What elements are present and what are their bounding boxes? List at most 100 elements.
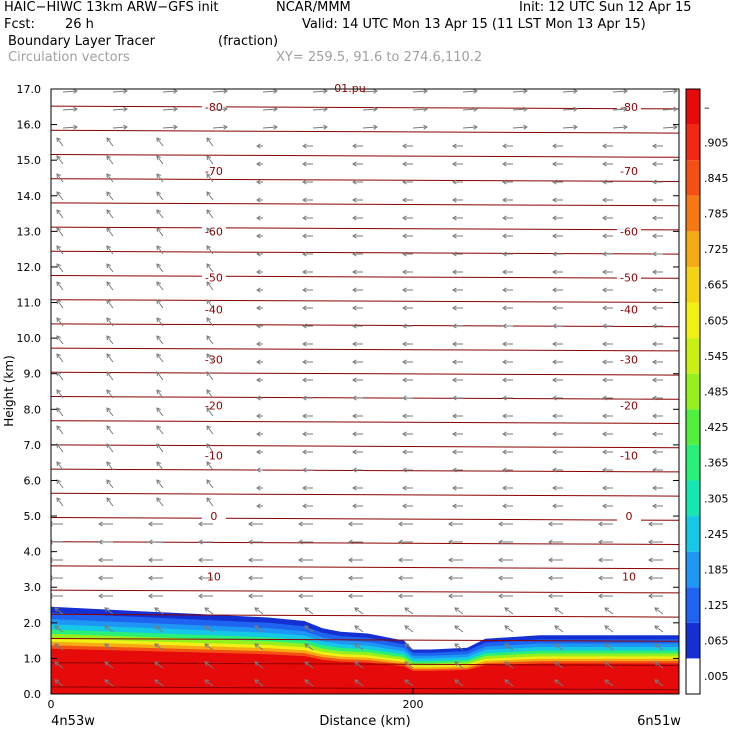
vector-arrow bbox=[206, 281, 214, 291]
vector-arrowhead bbox=[156, 353, 161, 359]
vector-arrowhead bbox=[652, 413, 657, 419]
vector-arrowhead bbox=[302, 269, 307, 275]
vector-arrow bbox=[562, 90, 578, 93]
temperature-contour-19 bbox=[51, 226, 679, 231]
vector-arrow bbox=[304, 625, 314, 633]
vector-arrowhead bbox=[498, 521, 503, 527]
vector-arrowhead bbox=[452, 323, 457, 329]
vector-arrow bbox=[654, 607, 664, 615]
vector-arrowhead bbox=[502, 377, 507, 383]
vector-arrow bbox=[106, 299, 114, 309]
vector-arrow bbox=[106, 443, 114, 453]
colorbar-swatch bbox=[686, 409, 700, 445]
vector-arrow bbox=[154, 643, 164, 651]
y-tick-label: 16.0 bbox=[17, 119, 42, 132]
temperature-contour-0 bbox=[51, 686, 679, 691]
vector-arrowhead bbox=[602, 413, 607, 419]
contour-label: -40 bbox=[620, 304, 638, 317]
vector-arrowhead bbox=[156, 191, 161, 197]
vector-arrowhead bbox=[104, 661, 110, 666]
vector-arrowhead bbox=[352, 287, 357, 293]
vector-arrowhead bbox=[652, 395, 657, 401]
vector-arrowhead bbox=[573, 124, 578, 130]
vector-arrowhead bbox=[404, 643, 410, 648]
vector-arrowhead bbox=[302, 449, 307, 455]
vector-arrowhead bbox=[106, 281, 111, 287]
vector-arrow bbox=[354, 625, 364, 633]
vector-arrowhead bbox=[598, 593, 603, 599]
vector-arrowhead bbox=[148, 593, 153, 599]
temperature-contour-12 bbox=[51, 396, 679, 400]
vector-arrow bbox=[56, 245, 64, 255]
vector-arrow bbox=[56, 155, 64, 165]
vector-arrow bbox=[206, 335, 214, 345]
center-label: NCAR/MMM bbox=[276, 0, 351, 15]
vector-arrowhead bbox=[302, 485, 307, 491]
vector-arrow bbox=[156, 371, 164, 381]
vector-arrow bbox=[412, 108, 428, 111]
vector-arrowhead bbox=[648, 521, 653, 527]
vector-arrowhead bbox=[206, 227, 211, 233]
colorbar-label: .725 bbox=[704, 243, 729, 256]
vector-arrow bbox=[106, 389, 114, 399]
vector-arrowhead bbox=[502, 341, 507, 347]
vector-arrowhead bbox=[554, 679, 560, 684]
vector-arrowhead bbox=[206, 335, 211, 341]
vector-arrow bbox=[106, 497, 114, 507]
vector-arrowhead bbox=[654, 607, 660, 612]
vector-arrow bbox=[454, 679, 464, 687]
vector-arrow bbox=[106, 335, 114, 345]
vector-arrowhead bbox=[452, 179, 457, 185]
vector-arrowhead bbox=[123, 124, 128, 130]
vector-arrow bbox=[412, 90, 428, 93]
vector-arrowhead bbox=[256, 413, 261, 419]
contour-label: -10 bbox=[205, 450, 223, 463]
vector-arrowhead bbox=[304, 643, 310, 648]
vector-arrow bbox=[206, 497, 214, 507]
vector-arrowhead bbox=[156, 443, 161, 449]
vector-arrowhead bbox=[302, 341, 307, 347]
vector-arrow bbox=[106, 353, 114, 363]
vector-arrow bbox=[206, 227, 214, 237]
temperature-contour-3 bbox=[51, 613, 679, 618]
vector-arrowhead bbox=[56, 353, 61, 359]
temperature-contour-16 bbox=[51, 299, 679, 303]
vector-arrowhead bbox=[402, 359, 407, 365]
vector-arrow bbox=[154, 661, 164, 669]
y-tick-label: 4.0 bbox=[24, 546, 42, 559]
vector-arrowhead bbox=[402, 341, 407, 347]
vector-arrow bbox=[106, 227, 114, 237]
vector-arrowhead bbox=[452, 269, 457, 275]
vector-arrow bbox=[404, 661, 414, 669]
y-tick-label: 3.0 bbox=[24, 581, 42, 594]
vector-arrowhead bbox=[452, 287, 457, 293]
contour-label: -60 bbox=[620, 225, 638, 238]
vector-arrowhead bbox=[552, 305, 557, 311]
vector-arrow bbox=[662, 108, 678, 111]
vector-arrowhead bbox=[56, 281, 61, 287]
vector-arrow bbox=[56, 461, 64, 471]
vector-arrowhead bbox=[454, 679, 460, 684]
vector-arrowhead bbox=[123, 106, 128, 112]
vector-arrowhead bbox=[348, 539, 353, 545]
vector-arrowhead bbox=[106, 443, 111, 449]
vector-arrowhead bbox=[652, 161, 657, 167]
vector-arrowhead bbox=[654, 625, 660, 630]
vector-arrow bbox=[56, 281, 64, 291]
y-tick-label: 2.0 bbox=[24, 617, 42, 630]
vector-arrowhead bbox=[173, 89, 178, 94]
vector-arrow bbox=[662, 126, 678, 129]
vector-arrowhead bbox=[602, 341, 607, 347]
vector-arrowhead bbox=[302, 413, 307, 419]
colorbar-label: .665 bbox=[704, 279, 729, 292]
vector-arrowhead bbox=[206, 479, 211, 485]
vector-arrow bbox=[56, 389, 64, 399]
y-tick-label: 7.0 bbox=[24, 439, 42, 452]
vector-arrowhead bbox=[602, 467, 607, 473]
vector-arrow bbox=[206, 155, 214, 165]
vector-arrowhead bbox=[254, 607, 260, 612]
vector-arrowhead bbox=[198, 593, 203, 599]
vector-arrow bbox=[212, 90, 228, 93]
vector-arrowhead bbox=[73, 89, 78, 94]
vector-arrowhead bbox=[106, 497, 111, 503]
